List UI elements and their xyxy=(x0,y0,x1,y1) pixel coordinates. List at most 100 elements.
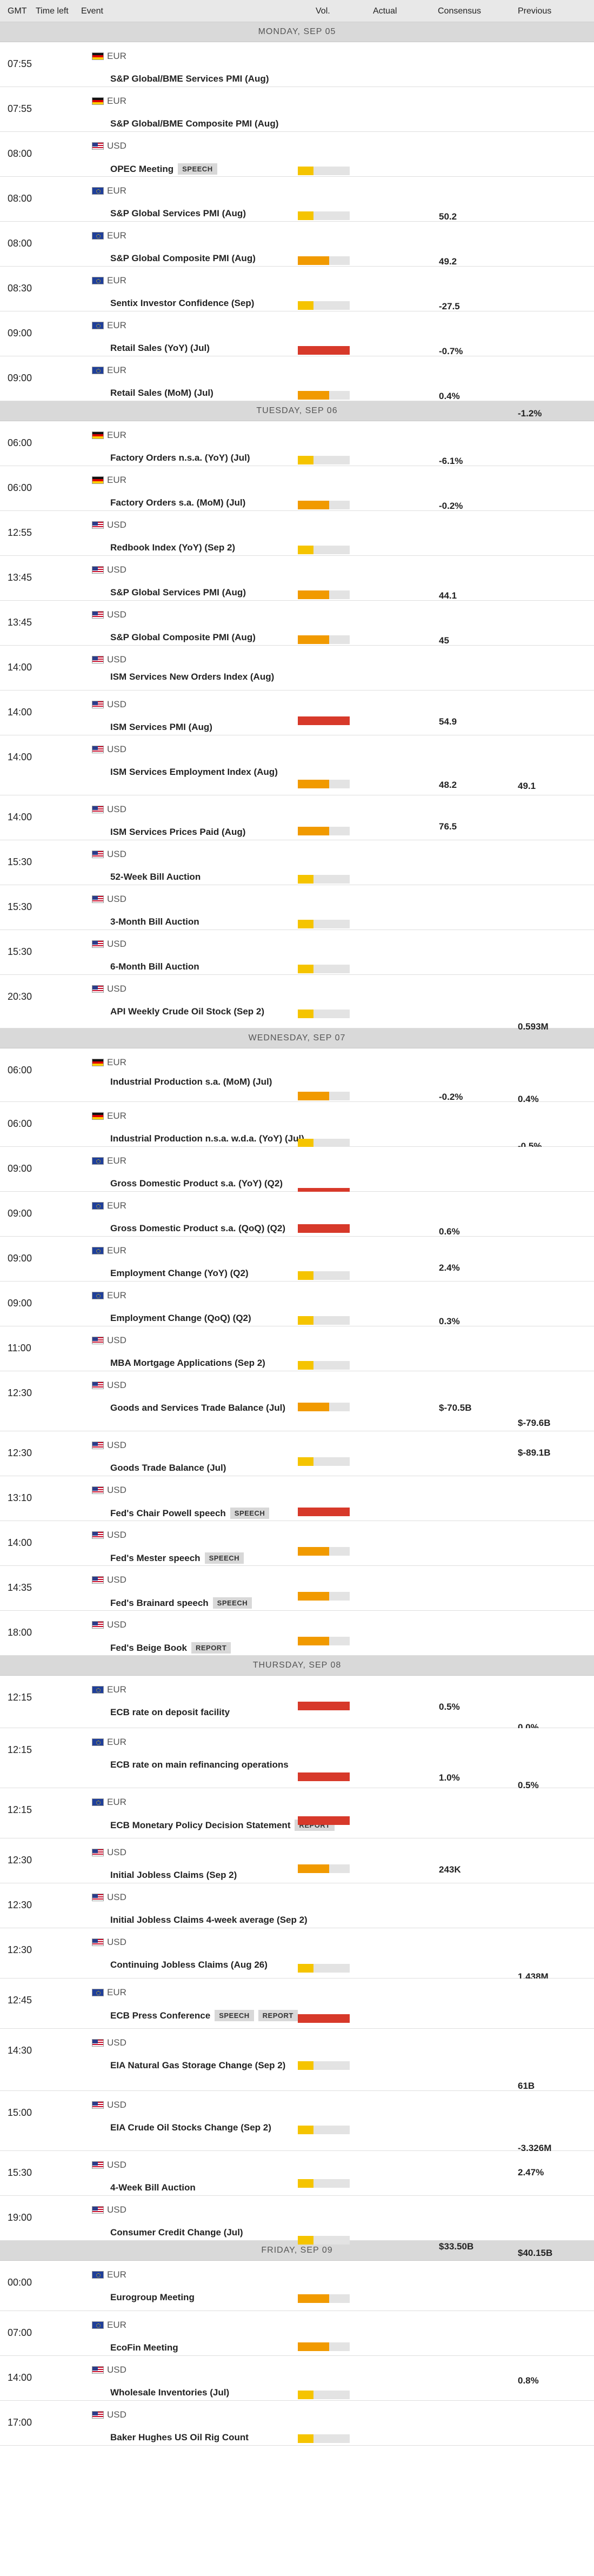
event-name-text[interactable]: Continuing Jobless Claims (Aug 26) xyxy=(110,1960,268,1970)
table-row[interactable]: 17:00 USD Baker Hughes US Oil Rig Count xyxy=(0,2401,594,2446)
table-row[interactable]: 09:00 EUR Employment Change (YoY) (Q2) 2.4%… xyxy=(0,1237,594,1299)
event-name-text[interactable]: ISM Services Prices Paid (Aug) xyxy=(110,827,246,837)
event-name-text[interactable]: 3-Month Bill Auction xyxy=(110,917,199,927)
event-name[interactable]: Continuing Jobless Claims (Aug 26) xyxy=(110,1960,268,1970)
event-name-text[interactable]: EcoFin Meeting xyxy=(110,2342,178,2353)
event-name[interactable]: Wholesale Inventories (Jul) xyxy=(110,2387,229,2398)
event-name-text[interactable]: Factory Orders s.a. (MoM) (Jul) xyxy=(110,497,246,508)
event-name-text[interactable]: Baker Hughes US Oil Rig Count xyxy=(110,2432,249,2442)
event-name-text[interactable]: Sentix Investor Confidence (Sep) xyxy=(110,298,255,308)
table-row[interactable]: 19:00 USD Consumer Credit Change (Jul) $33.… xyxy=(0,2196,594,2258)
event-name[interactable]: ECB rate on deposit facility xyxy=(110,1707,230,1718)
table-row[interactable]: 13:45 USD S&P Global Composite PMI (Aug) 45… xyxy=(0,601,594,663)
event-name[interactable]: EcoFin Meeting xyxy=(110,2342,178,2353)
event-name[interactable]: S&P Global/BME Services PMI (Aug) xyxy=(110,74,269,84)
event-name[interactable]: ISM Services Employment Index (Aug) xyxy=(110,767,278,778)
event-name[interactable]: Eurogroup Meeting xyxy=(110,2292,195,2303)
event-name[interactable]: Fed's Beige Book REPORT xyxy=(110,1642,231,1654)
table-row[interactable]: 11:00 USD MBA Mortgage Applications (Sep 2… xyxy=(0,1326,594,1389)
event-name[interactable]: Sentix Investor Confidence (Sep) xyxy=(110,298,254,309)
event-name[interactable]: Employment Change (YoY) (Q2) xyxy=(110,1268,249,1279)
table-row[interactable]: 09:00 EUR Gross Domestic Product s.a. (YoY… xyxy=(0,1147,594,1209)
event-name-text[interactable]: 4-Week Bill Auction xyxy=(110,2182,196,2193)
event-name-text[interactable]: Wholesale Inventories (Jul) xyxy=(110,2387,230,2398)
event-name-text[interactable]: ISM Services Employment Index (Aug) xyxy=(110,767,278,777)
event-name[interactable]: 3-Month Bill Auction xyxy=(110,917,199,927)
event-name-text[interactable]: API Weekly Crude Oil Stock (Sep 2) xyxy=(110,1006,264,1017)
table-row[interactable]: 08:00 EUR S&P Global Services PMI (Aug) 50.… xyxy=(0,177,594,239)
event-name[interactable]: EIA Natural Gas Storage Change (Sep 2) xyxy=(110,2060,285,2071)
event-name[interactable]: 4-Week Bill Auction xyxy=(110,2182,196,2193)
table-row[interactable]: 08:30 EUR Sentix Investor Confidence (Sep)… xyxy=(0,267,594,329)
event-name[interactable]: Factory Orders n.s.a. (YoY) (Jul) xyxy=(110,453,250,463)
table-row[interactable]: 12:30 USD Initial Jobless Claims (Sep 2) 24… xyxy=(0,1838,594,1893)
table-row[interactable]: 09:00 EUR Gross Domestic Product s.a. (QoQ… xyxy=(0,1192,594,1254)
event-name[interactable]: Gross Domestic Product s.a. (QoQ) (Q2) xyxy=(110,1223,285,1234)
table-row[interactable]: 09:00 EUR Retail Sales (MoM) (Jul) 0.4% -1.2… xyxy=(0,356,594,419)
event-name[interactable]: MBA Mortgage Applications (Sep 2) xyxy=(110,1358,265,1369)
event-name-text[interactable]: S&P Global Services PMI (Aug) xyxy=(110,208,246,218)
event-name-text[interactable]: Fed's Chair Powell speech xyxy=(110,1508,226,1518)
event-name[interactable]: Retail Sales (MoM) (Jul) xyxy=(110,388,213,399)
event-name[interactable]: Factory Orders s.a. (MoM) (Jul) xyxy=(110,497,245,508)
event-name[interactable]: S&P Global/BME Composite PMI (Aug) xyxy=(110,118,278,129)
table-row[interactable]: 12:30 USD Goods Trade Balance (Jul) $-89.1B xyxy=(0,1431,594,1476)
event-name[interactable]: Initial Jobless Claims (Sep 2) xyxy=(110,1870,237,1881)
event-name[interactable]: S&P Global Composite PMI (Aug) xyxy=(110,253,256,264)
table-row[interactable]: 00:00 EUR Eurogroup Meeting xyxy=(0,2261,594,2311)
event-name-text[interactable]: Gross Domestic Product s.a. (QoQ) (Q2) xyxy=(110,1223,286,1233)
event-name[interactable]: Consumer Credit Change (Jul) xyxy=(110,2227,243,2238)
table-row[interactable]: 14:00 USD ISM Services New Orders Index (A… xyxy=(0,646,594,708)
event-name[interactable]: Fed's Mester speech SPEECH xyxy=(110,1552,244,1564)
event-name-text[interactable]: S&P Global/BME Composite PMI (Aug) xyxy=(110,118,279,129)
event-name-text[interactable]: Industrial Production n.s.a. w.d.a. (YoY… xyxy=(110,1133,304,1144)
event-name[interactable]: Goods and Services Trade Balance (Jul) xyxy=(110,1403,285,1413)
table-row[interactable]: 12:45 EUR ECB Press Conference SPEECH REPORT xyxy=(0,1979,594,2029)
event-name-text[interactable]: ECB rate on main refinancing operations xyxy=(110,1760,289,1770)
event-name-text[interactable]: Fed's Beige Book xyxy=(110,1642,187,1653)
table-row[interactable]: 07:00 EUR EcoFin Meeting xyxy=(0,2311,594,2356)
event-name-text[interactable]: ISM Services New Orders Index (Aug) xyxy=(110,672,275,682)
event-name-text[interactable]: Retail Sales (YoY) (Jul) xyxy=(110,343,210,353)
event-name[interactable]: Initial Jobless Claims 4-week average (S… xyxy=(110,1915,308,1926)
table-row[interactable]: 12:30 USD Continuing Jobless Claims (Aug 2… xyxy=(0,1928,594,1982)
event-name-text[interactable]: Eurogroup Meeting xyxy=(110,2292,195,2302)
table-row[interactable]: 20:30 USD API Weekly Crude Oil Stock (Sep … xyxy=(0,975,594,1032)
event-name[interactable]: Industrial Production s.a. (MoM) (Jul) xyxy=(110,1077,272,1087)
event-name[interactable]: 52-Week Bill Auction xyxy=(110,872,201,882)
event-name[interactable]: Employment Change (QoQ) (Q2) xyxy=(110,1313,251,1324)
table-row[interactable]: 06:00 EUR Factory Orders s.a. (MoM) (Jul) -… xyxy=(0,466,594,528)
event-name[interactable]: Gross Domestic Product s.a. (YoY) (Q2) xyxy=(110,1178,283,1189)
event-name-text[interactable]: ECB Press Conference xyxy=(110,2010,211,2021)
header-gmt[interactable]: GMT xyxy=(8,6,27,16)
event-name-text[interactable]: Employment Change (YoY) (Q2) xyxy=(110,1268,249,1278)
event-name[interactable]: S&P Global Services PMI (Aug) xyxy=(110,587,246,598)
event-name-text[interactable]: Gross Domestic Product s.a. (YoY) (Q2) xyxy=(110,1178,283,1189)
event-name-text[interactable]: ECB Monetary Policy Decision Statement xyxy=(110,1820,291,1830)
event-name-text[interactable]: Initial Jobless Claims 4-week average (S… xyxy=(110,1915,308,1925)
event-name-text[interactable]: Factory Orders n.s.a. (YoY) (Jul) xyxy=(110,453,250,463)
table-row[interactable]: 14:00 USD Wholesale Inventories (Jul) 0.8% xyxy=(0,2356,594,2401)
table-row[interactable]: 07:55 EUR S&P Global/BME Composite PMI (Au… xyxy=(0,87,594,151)
event-name-text[interactable]: 6-Month Bill Auction xyxy=(110,961,199,972)
table-row[interactable]: 14:00 USD ISM Services Prices Paid (Aug) 76… xyxy=(0,795,594,858)
table-row[interactable]: 09:00 EUR Employment Change (QoQ) (Q2) 0.3%… xyxy=(0,1282,594,1344)
event-name[interactable]: 6-Month Bill Auction xyxy=(110,961,199,972)
table-row[interactable]: 12:15 EUR ECB Monetary Policy Decision Sta… xyxy=(0,1788,594,1838)
event-name[interactable]: ECB rate on main refinancing operations xyxy=(110,1760,289,1770)
event-name[interactable]: Redbook Index (YoY) (Sep 2) xyxy=(110,542,235,553)
event-name[interactable]: ISM Services PMI (Aug) xyxy=(110,722,212,733)
event-name[interactable]: Fed's Brainard speech SPEECH xyxy=(110,1597,252,1609)
event-name-text[interactable]: EIA Natural Gas Storage Change (Sep 2) xyxy=(110,2060,286,2070)
event-name-text[interactable]: MBA Mortgage Applications (Sep 2) xyxy=(110,1358,265,1368)
event-name-text[interactable]: Goods Trade Balance (Jul) xyxy=(110,1463,226,1473)
table-row[interactable]: 06:00 EUR Industrial Production s.a. (MoM)… xyxy=(0,1048,594,1104)
event-name-text[interactable]: S&P Global Composite PMI (Aug) xyxy=(110,632,256,642)
event-name[interactable]: Goods Trade Balance (Jul) xyxy=(110,1463,226,1473)
event-name-text[interactable]: Fed's Mester speech xyxy=(110,1552,201,1563)
table-row[interactable]: 08:00 USD OPEC Meeting SPEECH xyxy=(0,132,594,177)
